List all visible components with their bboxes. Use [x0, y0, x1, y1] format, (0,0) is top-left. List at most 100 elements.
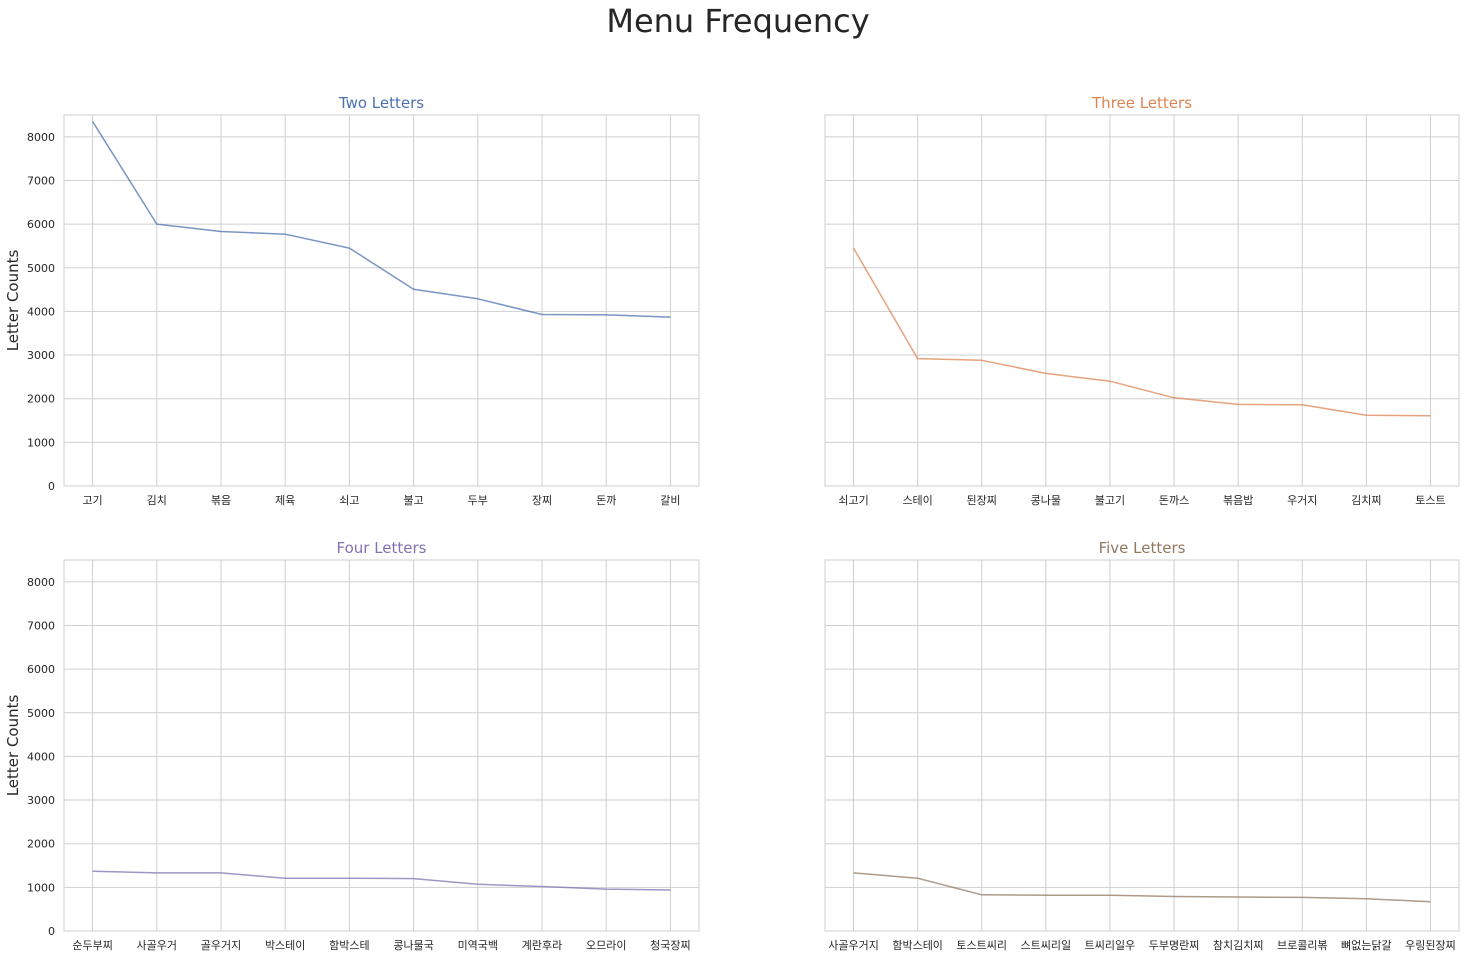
x-tick-label: 고기 — [82, 494, 102, 507]
y-tick-label: 5000 — [27, 262, 55, 275]
data-point — [1236, 895, 1240, 899]
y-axis-label: Letter Counts — [4, 695, 22, 797]
y-tick-label: 7000 — [27, 619, 55, 632]
data-point — [91, 869, 95, 873]
chart-panel-2: 쇠고기 스테이 된장찌 콩나물 불고기 돈까스 볶음밥 우거지 김치찌 토스트 Three Lett… — [824, 94, 1460, 507]
data-point — [916, 876, 920, 880]
subplot-title: Four Letters — [336, 539, 426, 557]
x-tick-label: 함박스테 — [329, 939, 369, 952]
x-tick-label: 우링된장찌 — [1405, 939, 1456, 952]
x-tick-label: 사골우거 — [137, 939, 177, 952]
x-tick-label: 스테이 — [902, 494, 932, 507]
y-tick-label: 7000 — [27, 174, 55, 187]
x-tick-label: 골우거지 — [201, 939, 241, 952]
x-tick-label: 사골우거지 — [828, 939, 879, 952]
data-point — [852, 246, 856, 250]
chart-panel-4: 사골우거지 함박스테이 토스트씨리 스트씨리일 트씨리일우 두부명란찌 참치김치찌 브로콜리볶… — [824, 539, 1460, 952]
x-tick-label: 박스테이 — [265, 939, 305, 952]
y-tick-label: 2000 — [27, 838, 55, 851]
data-point — [347, 246, 351, 250]
data-point — [91, 120, 95, 124]
x-tick-label: 토스트씨리 — [956, 939, 1007, 952]
y-tick-label: 5000 — [27, 707, 55, 720]
data-point — [1044, 893, 1048, 897]
x-tick-label: 된장찌 — [967, 494, 997, 507]
y-tick-label: 0 — [48, 925, 55, 938]
y-tick-label: 4000 — [27, 305, 55, 318]
data-point — [412, 877, 416, 881]
y-tick-label: 8000 — [27, 576, 55, 589]
x-tick-label: 미역국백 — [458, 939, 498, 952]
data-point — [283, 876, 287, 880]
data-point — [1236, 402, 1240, 406]
y-axis-label: Letter Counts — [4, 250, 22, 352]
y-tick-label: 3000 — [27, 349, 55, 362]
data-point — [540, 312, 544, 316]
x-tick-label: 콩나물국 — [393, 939, 433, 952]
y-tick-label: 3000 — [27, 794, 55, 807]
y-tick-label: 1000 — [27, 881, 55, 894]
x-tick-label: 브로콜리볶 — [1277, 939, 1328, 952]
y-tick-label: 4000 — [27, 750, 55, 763]
data-point — [1172, 895, 1176, 899]
x-tick-label: 불고 — [403, 494, 423, 507]
data-point — [668, 888, 672, 892]
axes-frame — [824, 114, 1460, 487]
x-tick-label: 볶음 — [211, 494, 231, 507]
y-tick-label: 8000 — [27, 131, 55, 144]
x-tick-label: 토스트 — [1415, 494, 1445, 507]
subplot-title: Three Letters — [1091, 94, 1192, 112]
data-point — [155, 871, 159, 875]
series-line — [92, 870, 671, 891]
subplot-title: Five Letters — [1099, 539, 1186, 557]
y-tick-label: 2000 — [27, 393, 55, 406]
x-tick-label: 돈까 — [596, 494, 616, 507]
y-tick-label: 0 — [48, 480, 55, 493]
data-point — [1108, 893, 1112, 897]
chart-panel-3: 0 1000 2000 3000 4000 5000 6000 7000 8000 순두부찌 사골우… — [4, 539, 700, 952]
data-point — [1364, 897, 1368, 901]
x-tick-label: 계란후라 — [522, 939, 562, 952]
x-tick-label: 돈까스 — [1159, 494, 1189, 507]
x-tick-label: 김치 — [147, 494, 167, 507]
x-tick-label: 제육 — [275, 494, 295, 507]
x-tick-label: 불고기 — [1095, 494, 1125, 507]
x-tick-label: 장찌 — [532, 494, 552, 507]
data-point — [1172, 396, 1176, 400]
data-point — [980, 358, 984, 362]
axes-frame — [63, 114, 700, 487]
data-point — [540, 884, 544, 888]
data-point — [476, 297, 480, 301]
series-line — [853, 872, 1431, 903]
data-point — [1044, 371, 1048, 375]
x-tick-label: 뼈없는닭갈 — [1341, 938, 1392, 952]
data-point — [852, 871, 856, 875]
data-point — [916, 357, 920, 361]
data-point — [1364, 413, 1368, 417]
x-tick-label: 쇠고기 — [838, 494, 868, 507]
data-point — [155, 222, 159, 226]
data-point — [604, 887, 608, 891]
x-tick-label: 청국장찌 — [650, 939, 690, 952]
x-tick-label: 오므라이 — [586, 939, 626, 952]
x-tick-label: 참치김치찌 — [1213, 939, 1264, 952]
y-tick-label: 6000 — [27, 663, 55, 676]
data-point — [283, 232, 287, 236]
data-point — [1300, 895, 1304, 899]
data-point — [476, 882, 480, 886]
data-point — [1428, 414, 1432, 418]
x-tick-label: 두부 — [468, 494, 488, 507]
data-point — [604, 313, 608, 317]
series-line — [91, 121, 671, 318]
data-point — [1108, 379, 1112, 383]
data-point — [980, 893, 984, 897]
x-tick-label: 트씨리일우 — [1085, 938, 1136, 952]
x-tick-label: 김치찌 — [1351, 494, 1381, 507]
data-point — [668, 315, 672, 319]
data-point — [219, 230, 223, 234]
axes-frame — [824, 559, 1460, 932]
figure-title: Menu Frequency — [606, 2, 869, 40]
x-tick-label: 함박스테이 — [892, 939, 943, 952]
data-point — [347, 876, 351, 880]
